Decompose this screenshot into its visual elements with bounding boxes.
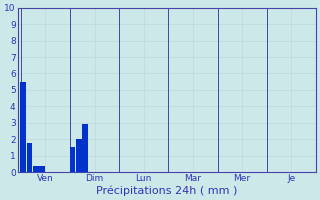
Bar [39,166,45,172]
Bar [27,143,32,172]
X-axis label: Précipitations 24h ( mm ): Précipitations 24h ( mm ) [96,185,238,196]
Bar [82,124,88,172]
Bar [76,139,82,172]
Bar [69,147,76,172]
Bar [33,166,39,172]
Bar [20,82,26,172]
